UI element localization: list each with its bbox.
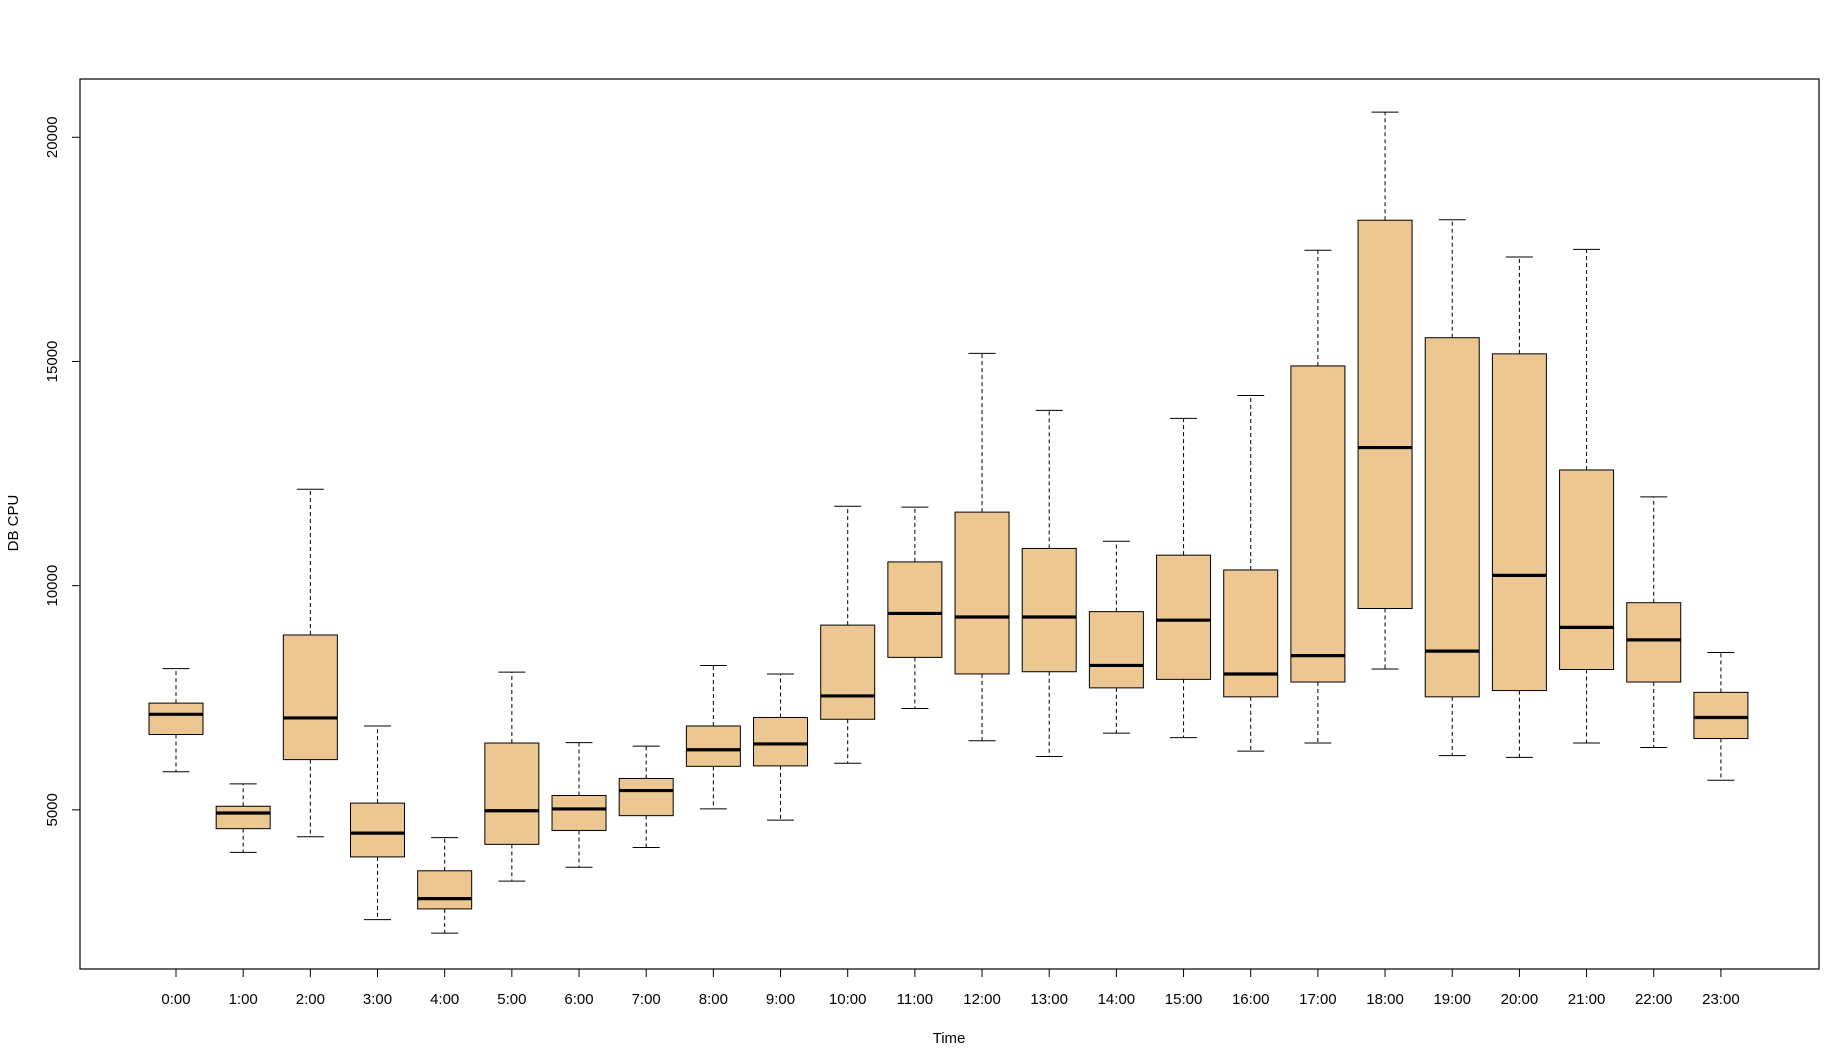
- x-tick-label: 6:00: [564, 991, 593, 1008]
- x-tick-label: 1:00: [229, 991, 258, 1008]
- plot-frame: [79, 78, 1820, 970]
- x-tick-label: 19:00: [1433, 991, 1471, 1008]
- x-axis-title: Time: [933, 1030, 966, 1047]
- box-8:00: [685, 664, 741, 810]
- box-3:00: [350, 725, 406, 921]
- box-12:00: [954, 352, 1010, 742]
- box-iqr: [1559, 469, 1615, 670]
- box-iqr: [350, 802, 406, 858]
- box-11:00: [887, 506, 943, 710]
- box-iqr: [1223, 569, 1279, 698]
- box-iqr: [215, 805, 271, 830]
- box-2:00: [282, 488, 338, 838]
- box-22:00: [1626, 496, 1682, 749]
- box-iqr: [1021, 547, 1077, 673]
- box-0:00: [148, 668, 204, 773]
- x-tick-label: 3:00: [363, 991, 392, 1008]
- x-tick-label: 20:00: [1501, 991, 1539, 1008]
- box-iqr: [618, 777, 674, 817]
- box-19:00: [1424, 219, 1480, 757]
- box-iqr: [1156, 554, 1212, 680]
- y-tick-label: 5000: [44, 793, 61, 826]
- box-16:00: [1223, 395, 1279, 752]
- box-21:00: [1559, 248, 1615, 744]
- axes-layer: 0:00 1:00 2:00 3:00 4:00 5:00 6:00 7:00 8:00 9:00…: [44, 116, 1740, 1008]
- box-14:00: [1088, 540, 1144, 734]
- box-iqr: [685, 725, 741, 767]
- x-tick-label: 13:00: [1030, 991, 1068, 1008]
- y-tick-label: 10000: [44, 565, 61, 607]
- box-iqr: [1088, 611, 1144, 689]
- x-tick-label: 0:00: [161, 991, 190, 1008]
- x-tick-label: 16:00: [1232, 991, 1270, 1008]
- box-iqr: [753, 716, 809, 767]
- box-7:00: [618, 745, 674, 848]
- box-9:00: [753, 673, 809, 821]
- x-tick-label: 21:00: [1568, 991, 1606, 1008]
- box-iqr: [551, 794, 607, 831]
- box-iqr: [887, 561, 943, 658]
- x-tick-label: 12:00: [963, 991, 1001, 1008]
- y-axis-title: DB CPU: [5, 495, 22, 552]
- box-5:00: [484, 671, 540, 882]
- box-iqr: [1290, 365, 1346, 683]
- box-iqr: [954, 511, 1010, 675]
- box-15:00: [1156, 417, 1212, 739]
- x-tick-label: 14:00: [1098, 991, 1136, 1008]
- box-23:00: [1693, 651, 1749, 781]
- x-tick-label: 18:00: [1366, 991, 1404, 1008]
- box-17:00: [1290, 249, 1346, 744]
- x-tick-label: 5:00: [497, 991, 526, 1008]
- box-4:00: [417, 837, 473, 934]
- box-20:00: [1491, 256, 1547, 758]
- box-iqr: [282, 634, 338, 761]
- x-tick-label: 8:00: [699, 991, 728, 1008]
- box-1:00: [215, 783, 271, 853]
- x-tick-label: 15:00: [1165, 991, 1203, 1008]
- x-tick-label: 2:00: [296, 991, 325, 1008]
- box-10:00: [820, 505, 876, 764]
- y-tick-label: 20000: [44, 116, 61, 158]
- x-tick-label: 17:00: [1299, 991, 1337, 1008]
- box-iqr: [1424, 337, 1480, 698]
- box-iqr: [1693, 691, 1749, 740]
- box-iqr: [820, 624, 876, 720]
- x-tick-label: 7:00: [632, 991, 661, 1008]
- x-tick-label: 4:00: [430, 991, 459, 1008]
- box-18:00: [1357, 111, 1413, 670]
- box-6:00: [551, 742, 607, 868]
- box-iqr: [148, 702, 204, 736]
- box-13:00: [1021, 409, 1077, 757]
- boxes-layer: [148, 111, 1749, 934]
- x-tick-label: 23:00: [1702, 991, 1740, 1008]
- y-tick-label: 15000: [44, 341, 61, 383]
- x-tick-label: 9:00: [766, 991, 795, 1008]
- x-tick-label: 22:00: [1635, 991, 1673, 1008]
- box-iqr: [417, 870, 473, 910]
- box-iqr: [484, 742, 540, 845]
- box-iqr: [1626, 602, 1682, 683]
- x-tick-label: 11:00: [897, 991, 933, 1008]
- box-iqr: [1357, 219, 1413, 610]
- box-iqr: [1491, 353, 1547, 692]
- x-tick-label: 10:00: [829, 991, 867, 1008]
